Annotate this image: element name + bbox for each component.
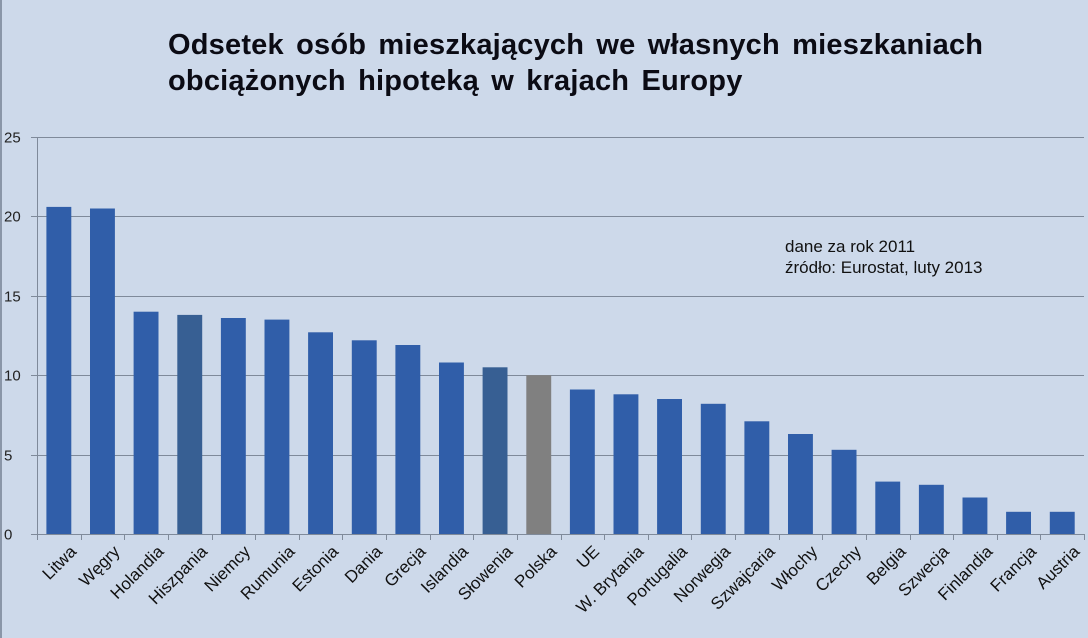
bar-austria bbox=[1049, 511, 1075, 534]
bar-dania bbox=[351, 340, 377, 534]
y-tick-label: 25 bbox=[4, 129, 21, 146]
bar-polska bbox=[526, 375, 552, 534]
y-tick-label: 20 bbox=[4, 208, 21, 225]
bar-słowenia bbox=[482, 367, 508, 534]
y-tick-label: 15 bbox=[4, 288, 21, 305]
bar-holandia bbox=[133, 311, 159, 534]
bar-niemcy bbox=[220, 318, 246, 534]
annotation-source: źródło: Eurostat, luty 2013 bbox=[785, 258, 983, 277]
source-annotation: dane za rok 2011 źródło: Eurostat, luty … bbox=[785, 236, 983, 278]
y-tick-label: 0 bbox=[4, 526, 13, 543]
chart-title: Odsetek osób mieszkających we własnych m… bbox=[168, 27, 1048, 99]
bar-francja bbox=[1006, 511, 1031, 534]
bar-finlandia bbox=[962, 497, 988, 534]
bar-czechy bbox=[831, 449, 857, 534]
bar-grecja bbox=[395, 345, 421, 534]
bar-litwa bbox=[46, 206, 72, 534]
bar-włochy bbox=[788, 434, 813, 534]
bar-portugalia bbox=[657, 399, 682, 534]
annotation-year: dane za rok 2011 bbox=[785, 237, 916, 256]
bar-islandia bbox=[439, 362, 464, 534]
y-tick-label: 5 bbox=[4, 447, 13, 464]
bar-belgia bbox=[875, 481, 901, 534]
bar-estonia bbox=[308, 332, 333, 534]
bar-norwegia bbox=[700, 403, 726, 534]
y-tick-label: 10 bbox=[4, 367, 21, 384]
bar-hiszpania bbox=[177, 314, 203, 534]
bar-węgry bbox=[90, 208, 115, 534]
chart-title-line-1: Odsetek osób mieszkających we własnych m… bbox=[168, 29, 984, 61]
chart-title-line-2: obciążonych hipoteką w krajach Europy bbox=[168, 65, 743, 97]
bar-rumunia bbox=[264, 319, 290, 534]
image-border bbox=[0, 0, 2, 638]
bar-szwecja bbox=[918, 484, 944, 534]
bar-szwajcaria bbox=[744, 421, 770, 534]
bar-ue bbox=[569, 389, 595, 534]
bar-w-brytania bbox=[613, 394, 639, 534]
